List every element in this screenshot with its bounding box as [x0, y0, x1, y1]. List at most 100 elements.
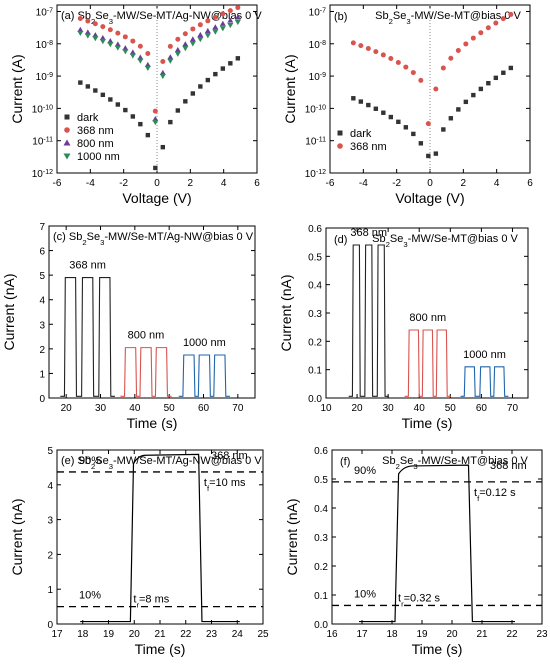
x-tick-label: 18	[77, 629, 89, 640]
series-3: 1000 nm	[63, 19, 241, 163]
x-tick-label: 16	[326, 629, 338, 640]
x-tick-label: 30	[95, 403, 107, 414]
y-tick-label: 0.4	[308, 281, 322, 292]
data-point	[455, 48, 461, 54]
data-point	[358, 99, 364, 104]
series-2: 800 nm	[63, 14, 241, 150]
x-tick-label: 4	[221, 178, 227, 189]
data-point	[160, 59, 166, 65]
y-axis-label: Current (nA)	[9, 498, 25, 575]
x-tick-label: 20	[446, 629, 458, 640]
data-point	[433, 151, 439, 156]
data-point	[456, 107, 461, 112]
y-tick-label: 10-9	[309, 72, 326, 84]
data-point	[486, 81, 491, 86]
pulse-group-0: 368 nm	[60, 260, 115, 397]
data-point	[137, 43, 143, 49]
data-point	[396, 119, 401, 125]
data-point	[114, 45, 121, 51]
data-point	[478, 30, 484, 36]
data-point	[100, 92, 106, 98]
data-point	[92, 21, 98, 27]
photocurrent-trace	[178, 354, 230, 397]
data-point	[92, 36, 99, 42]
data-point	[84, 33, 91, 39]
x-tick-label: -6	[53, 178, 62, 189]
y-tick-label: 0.6	[308, 224, 322, 235]
data-point	[138, 121, 143, 127]
data-point	[220, 11, 226, 17]
y-tick-label: 0	[39, 394, 45, 405]
data-point	[122, 34, 128, 40]
data-point	[395, 60, 401, 66]
legend-label: dark	[350, 128, 372, 140]
photocurrent-trace	[348, 244, 389, 397]
y-tick-label: 0.2	[314, 562, 328, 573]
panel-label: (d)	[334, 234, 347, 246]
data-point	[508, 65, 514, 71]
x-tick-label: 25	[257, 629, 269, 640]
data-point	[381, 110, 386, 115]
x-tick-label: 17	[51, 629, 63, 640]
data-point	[205, 18, 211, 24]
y-tick-label: 10-12	[305, 169, 326, 181]
data-point	[122, 49, 129, 55]
data-point	[85, 18, 91, 24]
x-axis-label: Time (s)	[402, 415, 453, 431]
data-point	[167, 58, 174, 64]
data-point	[493, 75, 499, 81]
threshold-label: 90%	[79, 455, 101, 467]
x-tick-label: 21	[476, 629, 488, 640]
data-point	[93, 88, 98, 93]
y-tick-label: 4	[39, 296, 45, 307]
data-point	[448, 116, 454, 121]
data-point	[129, 53, 136, 59]
data-point	[235, 56, 241, 61]
y-tick-label: 1	[39, 369, 45, 380]
data-point	[227, 22, 234, 29]
y-tick-label: 0.1	[314, 591, 328, 602]
y-tick-label: 10-10	[32, 104, 53, 116]
x-tick-label: 2	[461, 178, 467, 189]
data-point	[197, 31, 204, 38]
data-point	[175, 36, 181, 42]
data-point	[115, 30, 121, 36]
y-tick-label: 0.6	[314, 446, 328, 457]
x-tick-label: 10	[320, 403, 332, 414]
x-tick-label: 24	[232, 629, 244, 640]
data-point	[129, 49, 136, 55]
data-point	[388, 114, 394, 120]
data-point	[144, 65, 151, 72]
x-axis-label: Voltage (V)	[395, 190, 464, 206]
x-tick-label: 70	[232, 403, 244, 414]
x-tick-label: 23	[536, 629, 548, 640]
data-point	[182, 31, 188, 37]
wavelength-label: 368 nm	[350, 227, 387, 239]
photocurrent-trace	[359, 464, 515, 623]
series-0: dark	[64, 56, 241, 171]
y-tick-label: 2	[39, 345, 45, 356]
x-tick-label: 0	[154, 178, 160, 189]
data-point	[160, 144, 166, 150]
y-tick-label: 7	[39, 222, 45, 233]
data-point	[433, 86, 439, 92]
x-tick-label: 22	[506, 629, 518, 640]
legend-label: 800 nm	[77, 138, 114, 150]
pulse-group-0: 368 nm	[348, 227, 389, 397]
panel-title: (e) Sb2Se3-MW/Se-MT/Ag-NW@bias 0 V	[61, 455, 262, 471]
y-tick-label: 0.5	[308, 252, 322, 263]
x-tick-label: 70	[507, 403, 519, 414]
data-point	[366, 102, 371, 108]
x-tick-label: 19	[416, 629, 428, 640]
data-point	[137, 54, 144, 60]
wavelength-label: 800 nm	[128, 330, 165, 342]
data-point	[130, 114, 136, 119]
x-tick-label: 2	[188, 178, 194, 189]
data-point	[426, 153, 431, 159]
wavelength-label: 1000 nm	[183, 337, 226, 349]
threshold-label: 10%	[79, 590, 101, 602]
x-tick-label: 60	[198, 403, 210, 414]
x-tick-label: -4	[86, 178, 95, 189]
